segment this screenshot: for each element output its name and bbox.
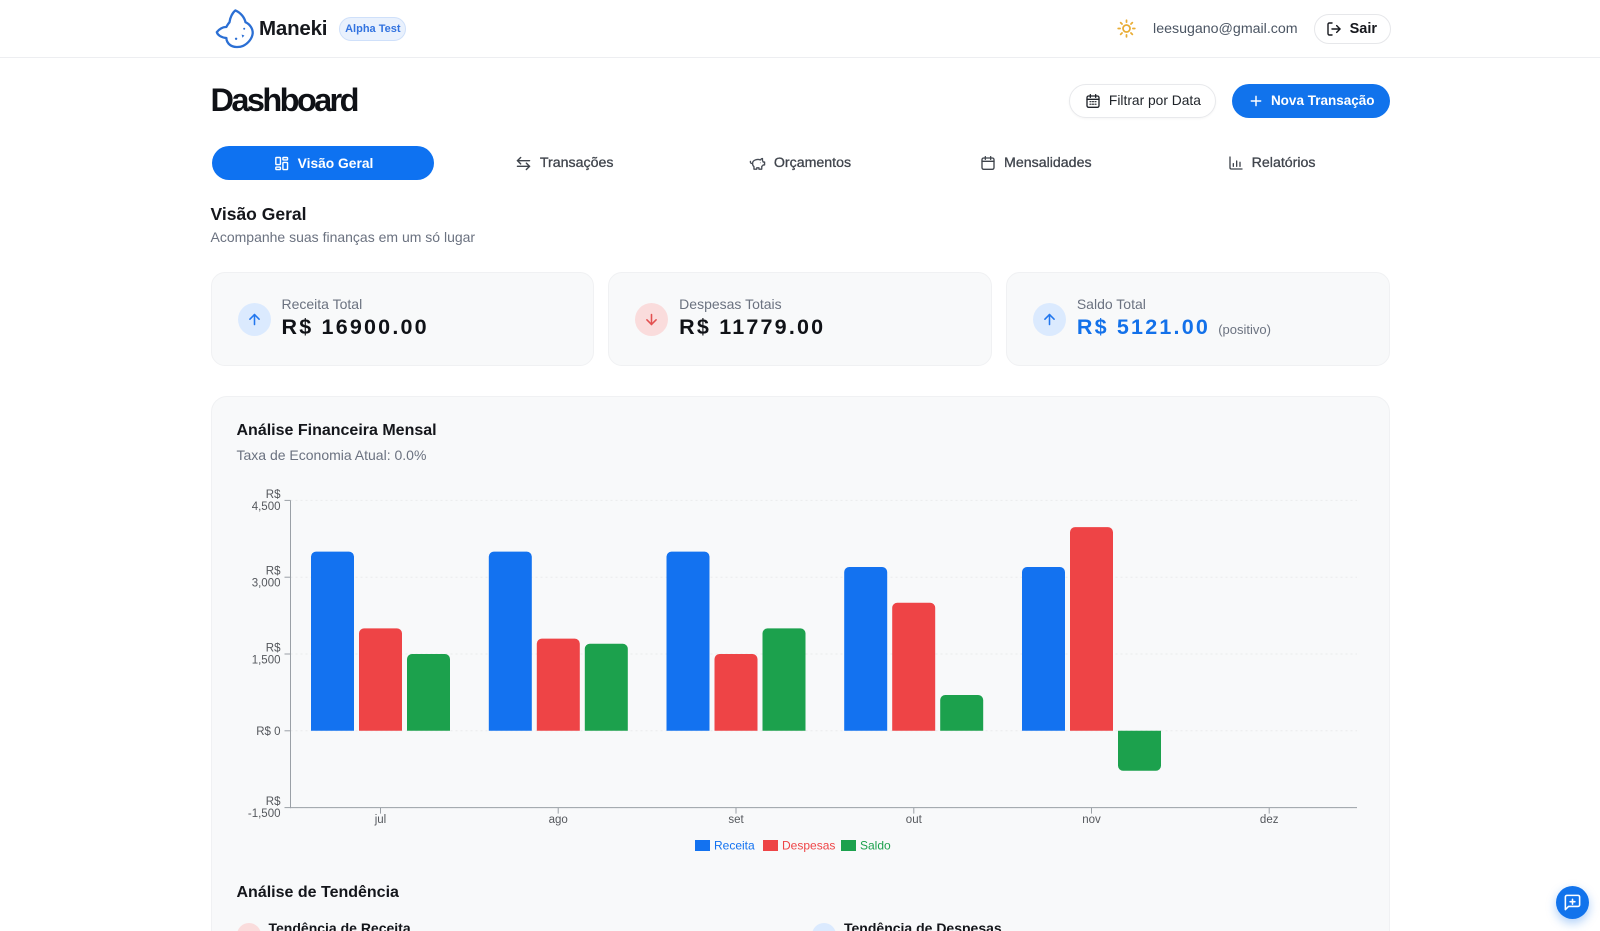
svg-text:R$: R$ (266, 796, 281, 808)
svg-text:Despesas: Despesas (782, 839, 835, 853)
svg-text:set: set (728, 814, 744, 826)
svg-text:out: out (906, 814, 923, 826)
svg-text:ago: ago (549, 814, 568, 826)
svg-text:R$: R$ (266, 643, 281, 655)
svg-text:3,000: 3,000 (252, 578, 281, 590)
svg-text:R$: R$ (266, 489, 281, 501)
svg-text:-1,500: -1,500 (248, 808, 281, 820)
svg-text:R$ 0: R$ 0 (256, 726, 280, 738)
svg-text:nov: nov (1082, 814, 1101, 826)
svg-text:jul: jul (374, 814, 387, 826)
svg-text:R$: R$ (266, 566, 281, 578)
svg-text:dez: dez (1260, 814, 1279, 826)
svg-text:1,500: 1,500 (252, 655, 281, 667)
svg-text:4,500: 4,500 (252, 501, 281, 513)
svg-text:Receita: Receita (714, 839, 755, 853)
svg-text:Saldo: Saldo (860, 839, 891, 853)
